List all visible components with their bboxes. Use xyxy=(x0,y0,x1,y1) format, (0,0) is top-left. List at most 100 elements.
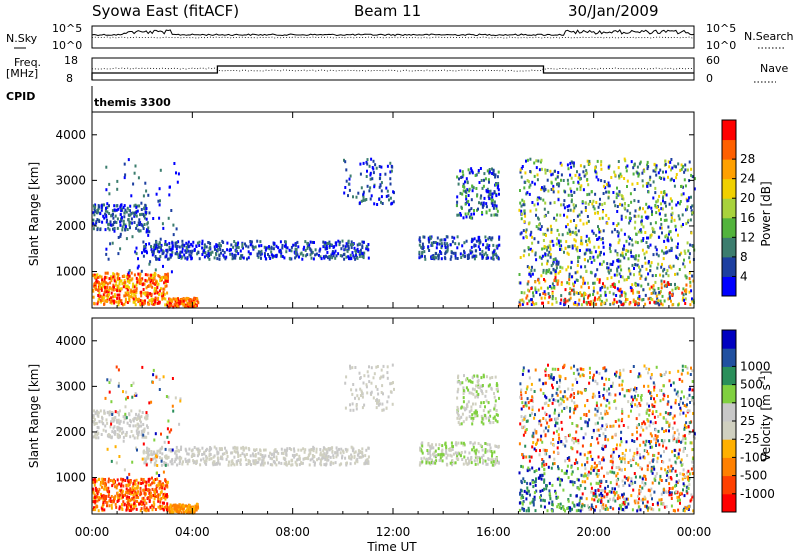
echo-point xyxy=(493,213,496,217)
echo-point xyxy=(110,214,113,218)
echo-point xyxy=(115,221,118,224)
echo-point xyxy=(521,298,524,302)
echo-point xyxy=(481,249,484,253)
echo-point xyxy=(336,450,339,454)
echo-point xyxy=(138,502,141,506)
echo-point xyxy=(127,481,130,485)
echo-point xyxy=(213,245,216,249)
echo-point xyxy=(144,299,146,303)
echo-point xyxy=(550,418,553,422)
echo-point xyxy=(601,210,604,214)
echo-point xyxy=(114,494,117,498)
echo-point xyxy=(129,492,132,496)
echo-point xyxy=(529,247,532,251)
echo-point xyxy=(160,248,163,252)
echo-point xyxy=(670,168,672,172)
echo-point xyxy=(161,222,164,226)
echo-point xyxy=(650,206,653,210)
echo-point xyxy=(547,253,550,257)
echo-point xyxy=(536,178,539,182)
echo-point xyxy=(537,227,540,231)
echo-point xyxy=(107,222,110,226)
echo-point xyxy=(96,430,99,434)
echo-point xyxy=(151,453,154,457)
cpid-value: themis 3300 xyxy=(94,96,171,109)
echo-point xyxy=(350,240,353,244)
echo-point xyxy=(354,257,357,261)
echo-point xyxy=(110,275,112,279)
echo-point xyxy=(174,504,177,508)
echo-point xyxy=(644,293,647,297)
echo-point xyxy=(596,428,599,432)
echo-point xyxy=(150,452,153,456)
echo-point xyxy=(122,285,125,289)
echo-point xyxy=(96,492,99,496)
echo-point xyxy=(428,450,431,454)
echo-point xyxy=(294,256,297,260)
echo-point xyxy=(173,507,176,510)
echo-point xyxy=(650,507,653,511)
echo-point xyxy=(607,184,610,188)
echo-point xyxy=(603,180,606,184)
echo-point xyxy=(120,209,123,213)
echo-point xyxy=(147,450,150,454)
echo-point xyxy=(220,251,222,255)
echo-point xyxy=(120,216,123,219)
echo-point xyxy=(256,252,259,256)
echo-point xyxy=(636,437,639,441)
echo-point xyxy=(530,230,533,234)
echo-point xyxy=(474,395,477,399)
echo-point xyxy=(640,220,643,224)
echo-point xyxy=(582,222,585,226)
echo-point xyxy=(567,498,570,501)
echo-point xyxy=(476,458,479,462)
echo-point xyxy=(165,454,168,458)
echo-point xyxy=(146,291,149,295)
echo-point xyxy=(345,168,348,172)
echo-point xyxy=(379,184,382,188)
echo-point xyxy=(302,247,305,251)
echo-point xyxy=(158,449,161,453)
echo-point xyxy=(576,270,579,274)
echo-point xyxy=(112,417,115,421)
echo-point xyxy=(460,213,462,217)
echo-point xyxy=(378,185,381,189)
echo-point xyxy=(435,454,438,457)
echo-point xyxy=(341,254,344,258)
echo-point xyxy=(579,177,582,181)
echo-point xyxy=(638,172,641,176)
echo-point xyxy=(177,504,180,508)
echo-point xyxy=(186,257,189,261)
echo-point xyxy=(320,257,323,261)
echo-point xyxy=(94,275,97,279)
echo-point xyxy=(95,421,98,425)
echo-point xyxy=(642,207,644,211)
echo-point xyxy=(103,290,106,294)
echo-point xyxy=(599,288,602,292)
echo-point xyxy=(642,288,645,292)
echo-point xyxy=(168,257,171,261)
echo-point xyxy=(145,243,147,246)
echo-point xyxy=(381,384,384,388)
echo-point xyxy=(122,222,125,226)
echo-point xyxy=(347,255,350,259)
echo-point xyxy=(540,274,543,278)
echo-point xyxy=(464,212,467,216)
echo-point xyxy=(691,204,694,208)
echo-point xyxy=(131,488,133,492)
echo-point xyxy=(127,294,130,297)
echo-point xyxy=(94,422,97,425)
echo-point xyxy=(492,416,495,420)
echo-point xyxy=(474,409,477,413)
echo-point xyxy=(148,211,151,215)
echo-point xyxy=(128,269,131,273)
echo-point xyxy=(342,244,345,248)
echo-point xyxy=(186,511,188,515)
echo-point xyxy=(161,297,164,301)
echo-point xyxy=(536,202,539,206)
echo-point xyxy=(177,298,180,302)
echo-point xyxy=(568,245,571,249)
echo-point xyxy=(433,454,436,458)
echo-point xyxy=(464,180,466,184)
echo-point xyxy=(465,407,468,411)
